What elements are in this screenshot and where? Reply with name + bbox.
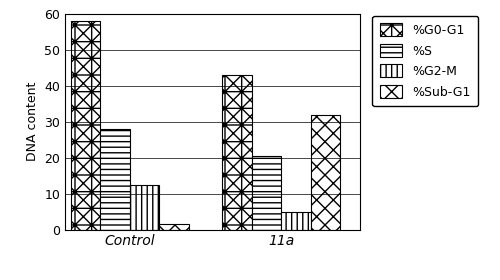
Bar bbox=[311, 115, 340, 230]
Bar bbox=[160, 224, 189, 230]
Bar bbox=[282, 212, 311, 230]
Y-axis label: DNA content: DNA content bbox=[26, 82, 38, 162]
Bar bbox=[71, 21, 101, 230]
Bar bbox=[252, 156, 282, 230]
Bar bbox=[100, 129, 130, 230]
Bar bbox=[130, 185, 160, 230]
Legend: %G0-G1, %S, %G2-M, %Sub-G1: %G0-G1, %S, %G2-M, %Sub-G1 bbox=[372, 16, 478, 106]
Bar bbox=[222, 75, 252, 230]
